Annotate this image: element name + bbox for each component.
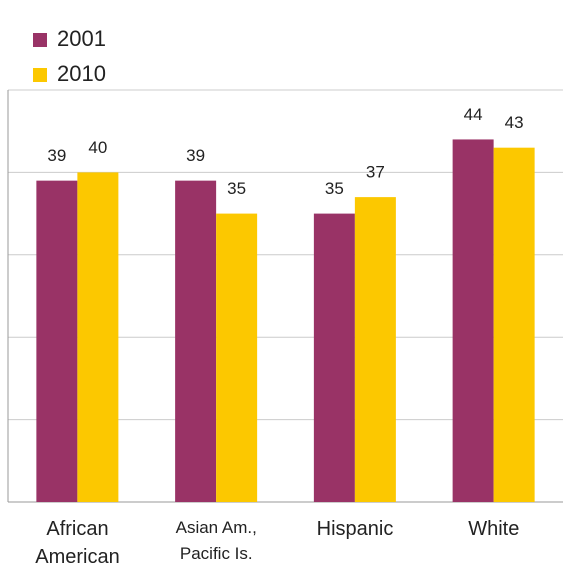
x-tick-label: African American	[35, 518, 120, 568]
x-tick-label: Hispanic	[316, 518, 394, 540]
bar	[36, 180, 78, 502]
value-label: 43	[505, 113, 524, 132]
bar	[493, 147, 535, 502]
bar	[175, 180, 217, 502]
legend-label: 2010	[57, 61, 106, 86]
value-label: 39	[186, 146, 205, 165]
legend-swatch	[33, 68, 47, 82]
value-label: 35	[227, 179, 246, 198]
legend-swatch	[33, 33, 47, 47]
value-label: 39	[47, 146, 66, 165]
x-tick-label: White	[468, 518, 520, 540]
bar	[216, 213, 258, 502]
value-label: 37	[366, 163, 385, 182]
legend-label: 2001	[57, 26, 106, 51]
bar	[313, 213, 355, 502]
bar	[452, 139, 494, 502]
x-tick-label: Asian Am., Pacific Is.	[175, 518, 257, 563]
bar	[354, 197, 396, 502]
bar	[77, 172, 119, 502]
value-label: 44	[464, 105, 483, 124]
value-label: 40	[88, 138, 107, 157]
value-label: 35	[325, 179, 344, 198]
